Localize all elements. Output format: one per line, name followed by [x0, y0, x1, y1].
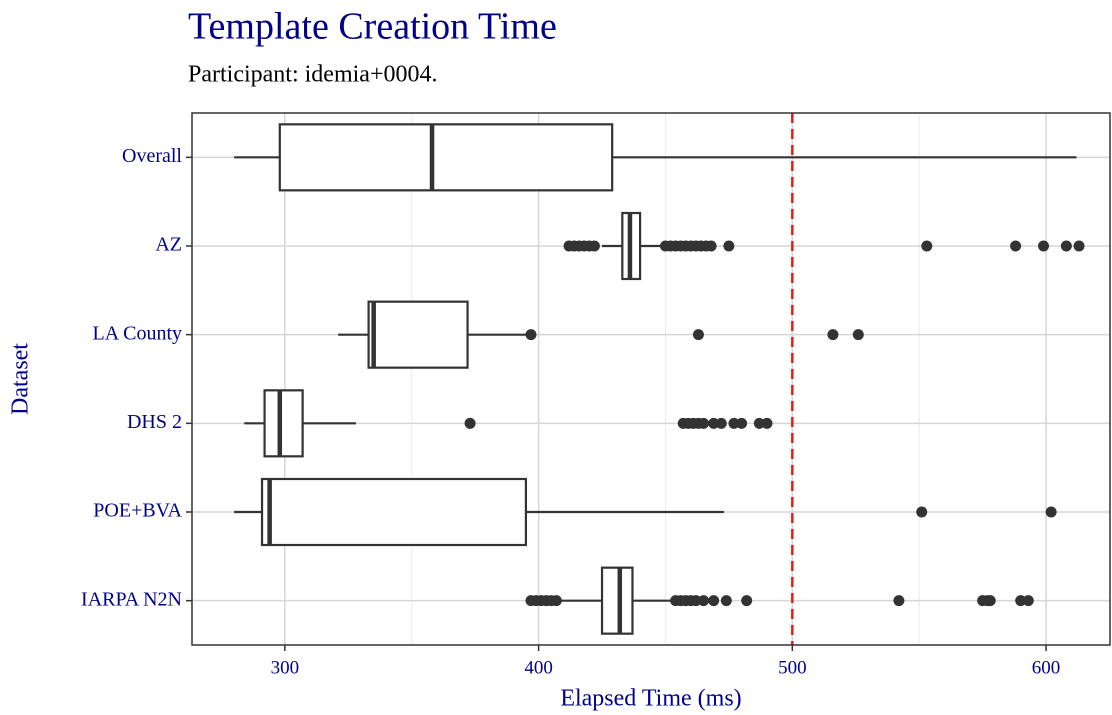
outlier	[715, 417, 727, 429]
outlier	[525, 329, 537, 341]
panel-border	[191, 112, 1111, 646]
outlier	[753, 417, 765, 429]
y-tick-label: DHS 2	[127, 411, 182, 433]
outlier	[852, 329, 864, 341]
chart-subtitle: Participant: idemia+0004.	[188, 62, 437, 88]
box	[600, 566, 634, 635]
outlier	[723, 240, 735, 252]
outlier	[827, 329, 839, 341]
y-tick-label: IARPA N2N	[81, 588, 182, 610]
outlier	[893, 595, 905, 607]
x-tick-label: 300	[271, 657, 300, 678]
outlier	[728, 417, 740, 429]
outlier	[588, 240, 600, 252]
outlier	[698, 595, 710, 607]
y-axis-title: Dataset	[8, 343, 34, 415]
outlier	[1015, 595, 1027, 607]
outlier	[761, 417, 773, 429]
outlier	[550, 595, 562, 607]
outlier	[1010, 240, 1022, 252]
outlier	[708, 595, 720, 607]
y-tick-label: LA County	[93, 322, 182, 344]
outlier	[708, 417, 720, 429]
outlier	[464, 417, 476, 429]
x-axis-title: Elapsed Time (ms)	[560, 686, 741, 712]
outlier	[692, 329, 704, 341]
outlier	[741, 595, 753, 607]
outlier	[690, 595, 702, 607]
outlier	[921, 240, 933, 252]
y-tick-label: Overall	[122, 145, 182, 167]
outlier	[1073, 240, 1085, 252]
outlier	[736, 417, 748, 429]
y-tick-label: POE+BVA	[93, 500, 182, 522]
outlier	[1022, 595, 1034, 607]
x-tick-label: 400	[524, 657, 553, 678]
outlier	[916, 506, 928, 518]
box	[367, 300, 469, 369]
outlier	[705, 240, 717, 252]
outlier	[1038, 240, 1050, 252]
y-tick-label: AZ	[155, 234, 182, 256]
outlier	[1060, 240, 1072, 252]
box	[263, 389, 304, 458]
box	[260, 477, 528, 547]
outlier	[1045, 506, 1057, 518]
x-tick-label: 600	[1032, 657, 1061, 678]
x-tick-label: 500	[778, 657, 807, 678]
box	[278, 123, 614, 192]
outlier	[984, 595, 996, 607]
outlier	[698, 417, 710, 429]
outlier	[720, 595, 732, 607]
chart-title: Template Creation Time	[188, 6, 557, 48]
